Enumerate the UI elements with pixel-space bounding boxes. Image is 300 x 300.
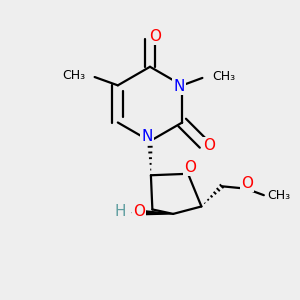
- Polygon shape: [137, 210, 173, 215]
- Text: N: N: [141, 129, 153, 144]
- Text: -: -: [130, 204, 136, 219]
- Text: O: O: [149, 29, 161, 44]
- Text: CH₃: CH₃: [212, 70, 235, 83]
- Text: CH₃: CH₃: [62, 69, 85, 82]
- Text: O: O: [133, 204, 145, 219]
- Text: O: O: [241, 176, 253, 191]
- Text: CH₃: CH₃: [267, 189, 290, 202]
- Text: H: H: [115, 204, 126, 219]
- Text: O: O: [184, 160, 196, 175]
- Text: O: O: [203, 138, 215, 153]
- Text: N: N: [173, 79, 185, 94]
